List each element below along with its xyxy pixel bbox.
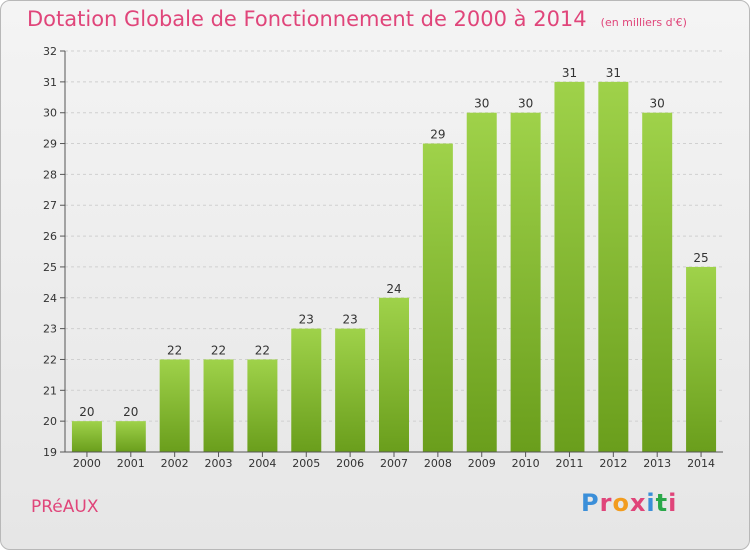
y-tick-label: 20 <box>43 415 57 428</box>
logo-letter: o <box>612 489 630 517</box>
chart-unit: (en milliers d'€) <box>600 16 687 29</box>
data-label: 30 <box>474 97 489 111</box>
data-label: 20 <box>79 405 94 419</box>
y-tick-label: 25 <box>43 261 57 274</box>
data-label: 22 <box>255 343 270 357</box>
bar <box>510 112 541 452</box>
x-tick-label: 2004 <box>248 457 276 470</box>
bar <box>247 359 278 452</box>
bar <box>598 81 629 452</box>
x-tick-label: 2005 <box>292 457 320 470</box>
data-label: 24 <box>386 282 401 296</box>
data-label: 20 <box>123 405 138 419</box>
data-label: 25 <box>693 251 708 265</box>
data-label: 23 <box>342 313 357 327</box>
chart-title: Dotation Globale de Fonctionnement de 20… <box>27 7 587 31</box>
bar <box>642 112 673 452</box>
x-tick-label: 2003 <box>205 457 233 470</box>
x-tick-label: 2002 <box>161 457 189 470</box>
x-tick-label: 2010 <box>512 457 540 470</box>
bar <box>466 112 497 452</box>
data-label: 23 <box>299 313 314 327</box>
bar <box>379 297 409 452</box>
y-tick-label: 32 <box>43 45 57 58</box>
data-label: 31 <box>562 66 577 80</box>
y-tick-label: 22 <box>43 353 57 366</box>
data-label: 29 <box>430 128 445 142</box>
x-tick-label: 2009 <box>468 457 496 470</box>
logo-letter: r <box>599 489 613 517</box>
y-tick-label: 28 <box>43 168 57 181</box>
y-tick-label: 30 <box>43 107 57 120</box>
bar <box>554 81 585 452</box>
y-tick-label: 29 <box>43 138 57 151</box>
x-tick-label: 2006 <box>336 457 364 470</box>
y-tick-label: 21 <box>43 384 57 397</box>
x-tick-label: 2001 <box>117 457 145 470</box>
logo-letter: P <box>581 489 600 517</box>
data-label: 30 <box>518 97 533 111</box>
x-tick-label: 2014 <box>687 457 715 470</box>
bars: 20 20 22 22 22 23 23 24 29 30 30 31 31 30 25 <box>71 66 717 453</box>
bar <box>686 266 717 452</box>
x-tick-label: 2008 <box>424 457 452 470</box>
y-tick-label: 27 <box>43 199 57 212</box>
x-tick-label: 2000 <box>73 457 101 470</box>
y-tick-label: 24 <box>43 292 57 305</box>
bar <box>115 421 146 452</box>
x-tick-label: 2007 <box>380 457 408 470</box>
logo-letter: x <box>629 489 647 517</box>
x-tick-label: 2012 <box>599 457 627 470</box>
data-label: 22 <box>167 343 182 357</box>
x-tick-label: 2011 <box>555 457 583 470</box>
chart-title-block: Dotation Globale de Fonctionnement de 20… <box>27 7 687 31</box>
proxiti-logo: Proxiti <box>581 489 677 517</box>
y-tick-label: 31 <box>43 76 57 89</box>
data-label: 31 <box>606 66 621 80</box>
commune-name: PRéAUX <box>31 497 99 517</box>
logo-letter: i <box>646 489 656 517</box>
bar <box>159 359 190 452</box>
bar <box>291 328 322 452</box>
bar <box>203 359 234 452</box>
axes: 19 20 21 22 23 24 25 26 27 28 29 30 31 32 2000 2001 2002… <box>43 45 723 470</box>
bar <box>71 421 102 452</box>
x-tick-label: 2013 <box>643 457 671 470</box>
y-tick-label: 19 <box>43 446 57 459</box>
logo-letter: t <box>655 489 669 517</box>
logo-letter: i <box>668 489 678 517</box>
y-tick-label: 26 <box>43 230 57 243</box>
bar <box>422 143 453 453</box>
data-label: 22 <box>211 343 226 357</box>
data-label: 30 <box>650 97 665 111</box>
bar <box>335 328 366 452</box>
y-tick-label: 23 <box>43 323 57 336</box>
